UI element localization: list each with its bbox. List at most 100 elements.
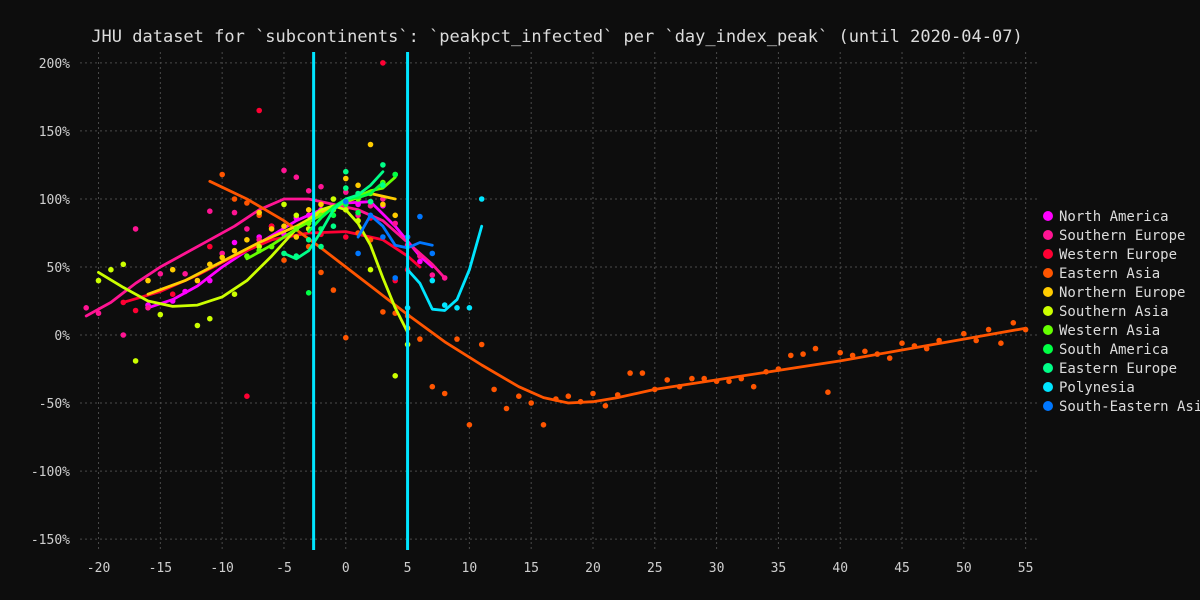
legend-label: Polynesia [1059,380,1135,396]
data-point-eastern-asia [503,405,510,412]
x-tick-label: 10 [462,561,478,576]
legend-item-eastern-europe: Eastern Europe [1043,361,1177,377]
series-eastern-europe [281,162,386,261]
data-point-eastern-asia [936,337,942,344]
data-point-eastern-asia [491,386,497,393]
x-tick-label: 25 [647,561,663,576]
x-tick-label: 55 [1018,561,1034,576]
data-point-polynesia [441,302,448,308]
data-point-eastern-asia [664,377,670,383]
data-point-eastern-asia [825,389,831,396]
data-point-southern-asia [330,196,337,202]
data-point-eastern-asia [343,334,349,341]
x-tick-label: -10 [210,561,233,576]
data-point-eastern-europe [380,162,386,168]
data-point-southern-europe [145,305,151,311]
data-point-eastern-asia [985,326,992,333]
data-point-eastern-asia [627,370,633,376]
data-point-eastern-asia [701,375,707,382]
data-point-southern-europe [231,209,238,216]
data-point-southern-asia [256,243,263,250]
data-point-western-asia [293,226,300,232]
data-point-eastern-asia [528,400,534,406]
data-point-eastern-europe [330,223,337,229]
data-point-western-asia [305,220,312,227]
data-point-eastern-asia [219,171,225,178]
data-point-southern-europe [343,189,349,195]
legend-label: North America [1059,209,1169,225]
x-tick-label: 20 [585,561,601,576]
data-point-eastern-asia [565,393,572,400]
data-point-southern-asia [120,261,127,268]
data-point-south-eastern-asia [392,275,399,281]
legend-label: South America [1059,342,1169,358]
data-point-southern-europe [367,203,374,209]
data-point-southern-europe [293,174,300,180]
legend-swatch [1043,287,1053,297]
data-point-southern-asia [293,212,300,219]
legend-item-south-america: South America [1043,342,1169,358]
legend-swatch [1043,344,1053,354]
data-point-eastern-asia [886,355,893,361]
legend-item-north-america: North America [1043,209,1169,225]
grid [80,52,1038,550]
vertical-lines [312,52,410,550]
data-point-eastern-asia [380,309,386,315]
y-tick-label: 100% [39,193,70,208]
data-point-northern-europe [207,261,213,268]
plot-area [83,60,1029,428]
legend: North America Southern Europe Western Euro… [1043,209,1200,415]
data-point-eastern-asia [553,396,559,402]
data-point-southern-europe [182,271,188,277]
legend-item-southern-asia: Southern Asia [1043,304,1169,320]
data-point-western-asia [256,247,263,254]
series-south-eastern-asia [343,198,436,281]
data-point-polynesia [466,305,473,311]
data-point-eastern-asia [441,390,448,397]
series-line-southern-europe [84,197,447,318]
data-point-northern-europe [343,175,349,182]
data-point-southern-europe [318,183,324,190]
series-line-eastern-europe [282,170,385,261]
data-point-north-america [231,239,238,246]
legend-item-polynesia: Polynesia [1043,380,1135,396]
data-point-southern-asia [194,322,201,329]
data-point-southern-europe [441,275,448,281]
data-point-polynesia [429,277,436,284]
legend-swatch [1043,382,1053,392]
data-point-northern-europe [268,226,275,232]
legend-item-south-eastern-asia: South-Eastern Asia [1043,399,1200,415]
data-point-eastern-europe [305,237,312,243]
data-point-eastern-asia [454,336,460,342]
x-tick-label: 45 [894,561,910,576]
data-point-eastern-asia [874,351,881,357]
x-tick-label: -15 [149,561,172,576]
data-point-eastern-europe [380,182,386,189]
data-point-eastern-europe [355,190,361,197]
data-point-southern-europe [417,253,423,259]
legend-item-southern-europe: Southern Europe [1043,228,1185,244]
data-point-south-eastern-asia [355,250,361,257]
legend-swatch [1043,249,1053,259]
x-tick-label: 40 [832,561,848,576]
data-point-eastern-europe [293,253,300,259]
legend-swatch [1043,268,1053,278]
x-tick-label: 5 [404,561,412,576]
data-point-northern-europe [244,237,250,243]
legend-label: Southern Europe [1059,228,1185,244]
data-point-western-europe [380,60,386,66]
data-point-southern-europe [305,188,312,194]
x-tick-label: 15 [523,561,539,576]
legend-swatch [1043,325,1053,335]
data-point-eastern-asia [652,386,658,393]
legend-item-northern-europe: Northern Europe [1043,285,1185,301]
data-point-western-europe [244,393,250,400]
data-point-southern-asia [281,201,287,208]
data-point-northern-europe [219,254,225,261]
data-point-eastern-asia [763,369,769,375]
data-point-northern-europe [392,212,399,219]
data-point-southern-asia [355,217,361,224]
series-line-polynesia [406,224,484,312]
data-point-north-america [207,277,213,284]
